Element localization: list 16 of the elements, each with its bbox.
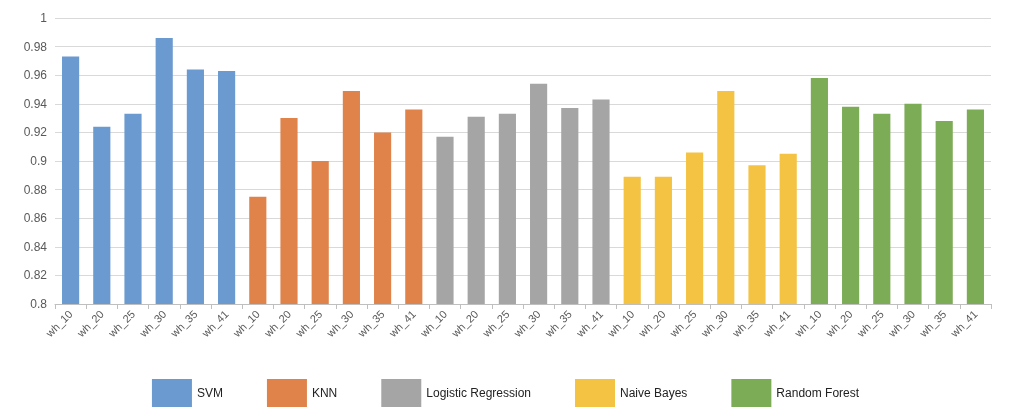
y-tick-label: 0.86 bbox=[23, 211, 48, 226]
y-tick-label: 0.96 bbox=[23, 68, 48, 83]
y-tick-label: 1 bbox=[40, 11, 48, 25]
legend-label: Random Forest bbox=[776, 386, 860, 400]
y-tick-label: 0.9 bbox=[30, 154, 48, 168]
legend-label: Naive Bayes bbox=[620, 386, 688, 400]
legend-label: KNN bbox=[311, 386, 338, 400]
y-tick-label: 0.94 bbox=[23, 96, 48, 111]
y-tick-label: 0.92 bbox=[23, 125, 48, 140]
y-tick-label: 0.84 bbox=[23, 239, 48, 254]
legend-label: SVM bbox=[196, 386, 223, 400]
y-tick-label: 0.82 bbox=[23, 268, 48, 283]
y-tick-label: 0.8 bbox=[30, 297, 48, 311]
y-tick-label: 0.88 bbox=[23, 182, 48, 197]
y-tick-label: 0.98 bbox=[23, 39, 48, 54]
legend-label: Logistic Regression bbox=[426, 386, 531, 400]
